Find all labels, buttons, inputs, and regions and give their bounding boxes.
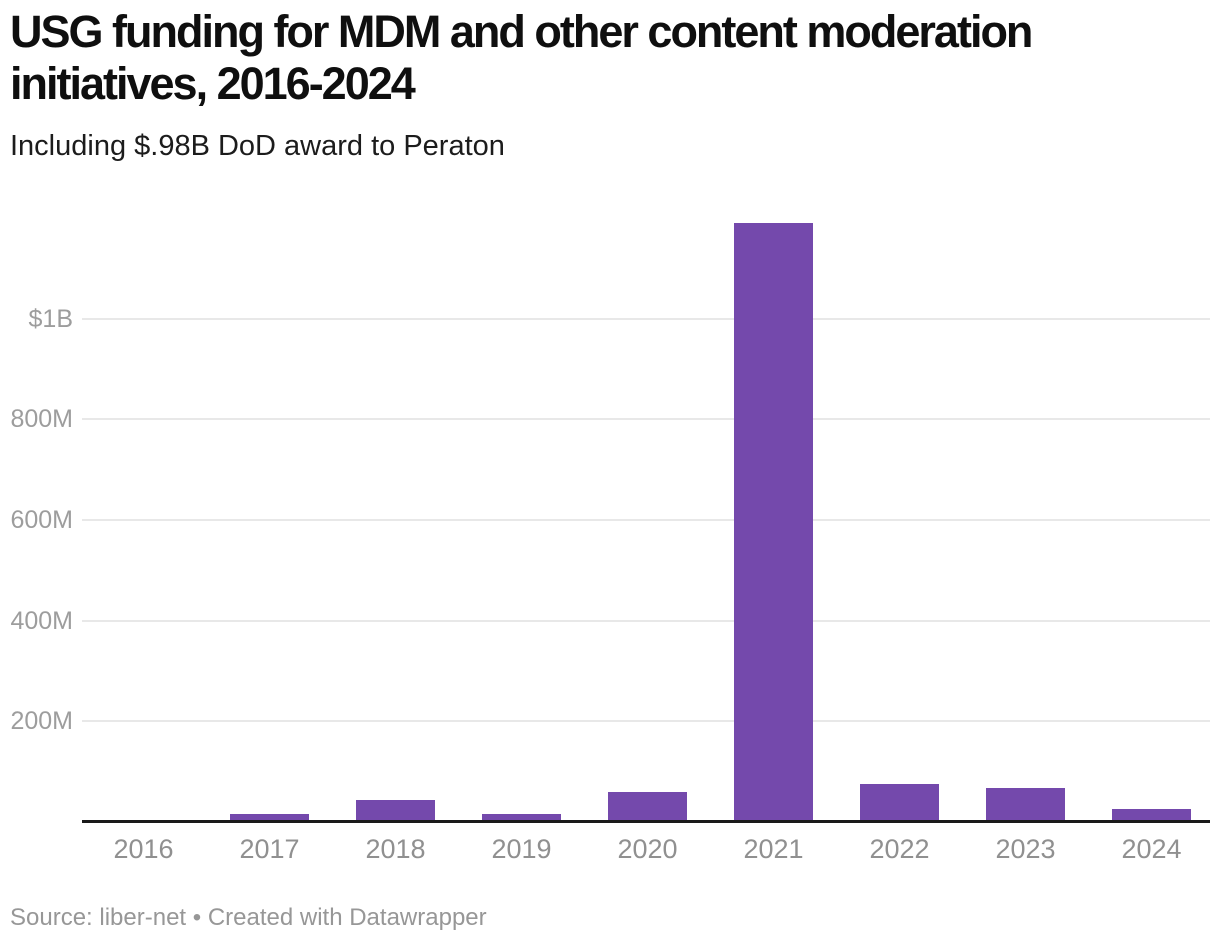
x-axis-label: 2016 xyxy=(113,834,174,864)
gridline xyxy=(82,518,1210,521)
gridline xyxy=(82,619,1210,622)
x-axis-label: 2019 xyxy=(491,834,552,864)
bar-2019 xyxy=(482,814,561,822)
gridline xyxy=(82,418,1210,421)
y-axis-tick-label: 400M xyxy=(10,606,73,635)
bar-2021 xyxy=(734,223,813,822)
x-axis-label: 2020 xyxy=(617,834,678,864)
bar-2020 xyxy=(608,792,687,822)
x-axis-label: 2022 xyxy=(869,834,930,864)
gridline xyxy=(82,720,1210,723)
bar-2018 xyxy=(356,800,435,822)
gridline xyxy=(82,317,1210,320)
y-axis-tick-label: $1B xyxy=(28,304,73,333)
y-axis-tick-label: 200M xyxy=(10,707,73,736)
bar-2024 xyxy=(1112,809,1191,822)
x-axis-label: 2021 xyxy=(743,834,804,864)
chart-subtitle: Including $.98B DoD award to Peraton xyxy=(10,130,505,162)
bar-2017 xyxy=(230,814,309,822)
x-axis-line xyxy=(82,820,1210,823)
x-axis-label: 2023 xyxy=(995,834,1056,864)
bar-2022 xyxy=(860,784,939,822)
y-axis-tick-label: 800M xyxy=(10,405,73,434)
chart-title: USG funding for MDM and other content mo… xyxy=(10,6,1033,109)
y-axis-tick-label: 600M xyxy=(10,505,73,534)
x-axis-label: 2024 xyxy=(1121,834,1182,864)
source-attribution: Source: liber-net • Created with Datawra… xyxy=(10,904,487,931)
x-axis-label: 2018 xyxy=(365,834,426,864)
bar-2023 xyxy=(986,788,1065,822)
x-axis-label: 2017 xyxy=(239,834,300,864)
